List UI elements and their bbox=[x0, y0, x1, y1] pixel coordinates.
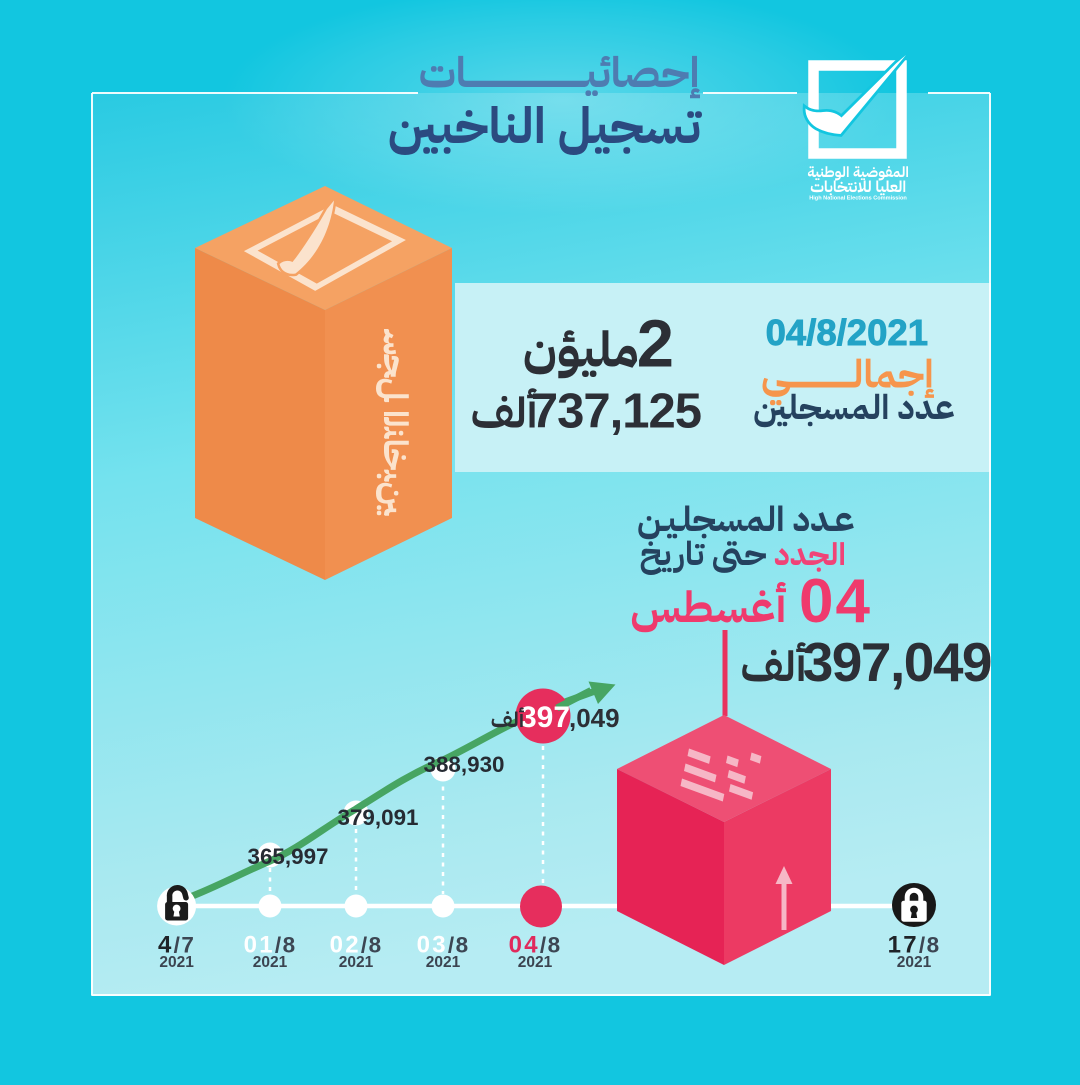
svg-text:04: 04 bbox=[509, 931, 540, 958]
svg-text:388,930: 388,930 bbox=[424, 752, 505, 777]
svg-text:/8: /8 bbox=[919, 932, 941, 957]
svg-text:379,091: 379,091 bbox=[338, 805, 419, 830]
svg-text:2021: 2021 bbox=[339, 954, 374, 971]
svg-text:/8: /8 bbox=[361, 932, 383, 957]
svg-text:2021: 2021 bbox=[897, 954, 932, 971]
svg-text:High National Elections Commis: High National Elections Commission bbox=[809, 196, 907, 202]
svg-text:365,997: 365,997 bbox=[248, 844, 329, 869]
svg-text:/8: /8 bbox=[275, 932, 297, 957]
svg-text:2021: 2021 bbox=[253, 954, 288, 971]
svg-text:/7: /7 bbox=[174, 932, 196, 957]
svg-text:04/8/2021: 04/8/2021 bbox=[766, 312, 928, 353]
svg-text:737,125: 737,125 bbox=[531, 385, 701, 439]
svg-text:2: 2 bbox=[637, 307, 674, 382]
svg-text:4: 4 bbox=[158, 931, 174, 958]
svg-text:397: 397 bbox=[520, 701, 570, 734]
svg-text:01: 01 bbox=[244, 931, 275, 958]
svg-text:397,049: 397,049 bbox=[803, 631, 991, 693]
svg-text:02: 02 bbox=[330, 931, 361, 958]
svg-text:2021: 2021 bbox=[159, 954, 194, 971]
svg-text:17: 17 bbox=[888, 931, 919, 958]
svg-text:2021: 2021 bbox=[518, 954, 553, 971]
svg-text:03: 03 bbox=[417, 931, 448, 958]
svg-text:/8: /8 bbox=[448, 932, 470, 957]
svg-text:04: 04 bbox=[799, 567, 872, 636]
svg-text:2021: 2021 bbox=[426, 954, 461, 971]
svg-text:,049: ,049 bbox=[569, 703, 620, 733]
svg-text:/8: /8 bbox=[540, 932, 562, 957]
